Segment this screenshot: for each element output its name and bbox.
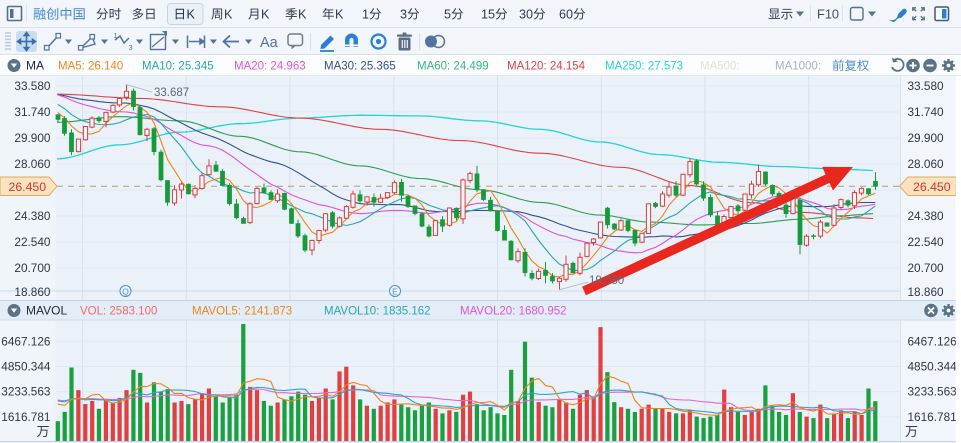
svg-text:5: 5 bbox=[444, 8, 451, 22]
svg-text:30: 30 bbox=[519, 8, 533, 22]
svg-text:18.860: 18.860 bbox=[908, 285, 945, 299]
svg-text:1616.781: 1616.781 bbox=[1, 410, 50, 424]
svg-text:33.580: 33.580 bbox=[908, 79, 945, 93]
svg-text:22.540: 22.540 bbox=[908, 235, 945, 249]
svg-text:28.060: 28.060 bbox=[908, 157, 945, 171]
svg-text:19.080: 19.080 bbox=[589, 275, 624, 287]
svg-text:4850.344: 4850.344 bbox=[908, 360, 958, 374]
svg-text:31.740: 31.740 bbox=[14, 105, 51, 119]
svg-text:3233.563: 3233.563 bbox=[1, 385, 51, 399]
svg-text:20.700: 20.700 bbox=[908, 261, 945, 275]
svg-text:33.580: 33.580 bbox=[14, 79, 51, 93]
svg-text:3233.563: 3233.563 bbox=[908, 385, 958, 399]
svg-text:K: K bbox=[298, 8, 307, 22]
svg-text:20.700: 20.700 bbox=[14, 261, 51, 275]
svg-text:MAVOL5: 2141.873: MAVOL5: 2141.873 bbox=[192, 306, 292, 318]
svg-text:1616.781: 1616.781 bbox=[908, 410, 957, 424]
svg-text:26.450: 26.450 bbox=[9, 180, 47, 194]
svg-text:60: 60 bbox=[559, 8, 573, 22]
svg-text:MA500:: MA500: bbox=[700, 61, 740, 73]
svg-text:15: 15 bbox=[481, 8, 495, 22]
svg-text:MAVOL: MAVOL bbox=[26, 304, 67, 318]
svg-text:Aa: Aa bbox=[260, 35, 279, 51]
svg-text:K: K bbox=[335, 8, 344, 22]
svg-text:28.060: 28.060 bbox=[14, 157, 51, 171]
svg-text:24.380: 24.380 bbox=[14, 209, 51, 223]
svg-text:26.450: 26.450 bbox=[913, 180, 951, 194]
svg-text:MAVOL10: 1835.162: MAVOL10: 1835.162 bbox=[324, 306, 431, 318]
svg-text:3: 3 bbox=[129, 43, 133, 52]
svg-text:1: 1 bbox=[114, 31, 118, 40]
svg-text:MA250: 27.573: MA250: 27.573 bbox=[605, 61, 683, 73]
svg-text:K: K bbox=[224, 8, 233, 22]
svg-text:MA30: 25.365: MA30: 25.365 bbox=[324, 61, 396, 73]
svg-text:3: 3 bbox=[400, 8, 407, 22]
svg-text:MA5: 26.140: MA5: 26.140 bbox=[58, 61, 123, 73]
svg-text:MA10: 25.345: MA10: 25.345 bbox=[142, 61, 214, 73]
svg-text:MA120: 24.154: MA120: 24.154 bbox=[507, 61, 586, 73]
svg-text:VOL: 2583.100: VOL: 2583.100 bbox=[80, 306, 157, 318]
svg-text:MAVOL20: 1680.952: MAVOL20: 1680.952 bbox=[460, 306, 567, 318]
svg-text:MA20: 24.963: MA20: 24.963 bbox=[234, 61, 306, 73]
svg-text:Q: Q bbox=[122, 287, 129, 297]
svg-text:K: K bbox=[261, 8, 270, 22]
svg-text:F10: F10 bbox=[817, 7, 839, 22]
svg-text:24.380: 24.380 bbox=[908, 209, 945, 223]
svg-text:18.860: 18.860 bbox=[14, 285, 51, 299]
svg-text:6467.126: 6467.126 bbox=[1, 334, 51, 348]
svg-text:29.900: 29.900 bbox=[14, 131, 51, 145]
svg-text:33.687: 33.687 bbox=[154, 87, 189, 99]
svg-text:MA60: 24.499: MA60: 24.499 bbox=[417, 61, 489, 73]
svg-text:6467.126: 6467.126 bbox=[908, 334, 958, 348]
svg-text:MA: MA bbox=[26, 59, 44, 73]
svg-text:4850.344: 4850.344 bbox=[1, 360, 51, 374]
svg-text:MA1000:: MA1000: bbox=[775, 61, 821, 73]
svg-text:29.900: 29.900 bbox=[908, 131, 945, 145]
svg-text:K: K bbox=[187, 8, 196, 22]
svg-text:1: 1 bbox=[362, 8, 369, 22]
svg-text:22.540: 22.540 bbox=[14, 235, 51, 249]
svg-text:31.740: 31.740 bbox=[908, 105, 945, 119]
svg-text:E: E bbox=[392, 287, 398, 297]
